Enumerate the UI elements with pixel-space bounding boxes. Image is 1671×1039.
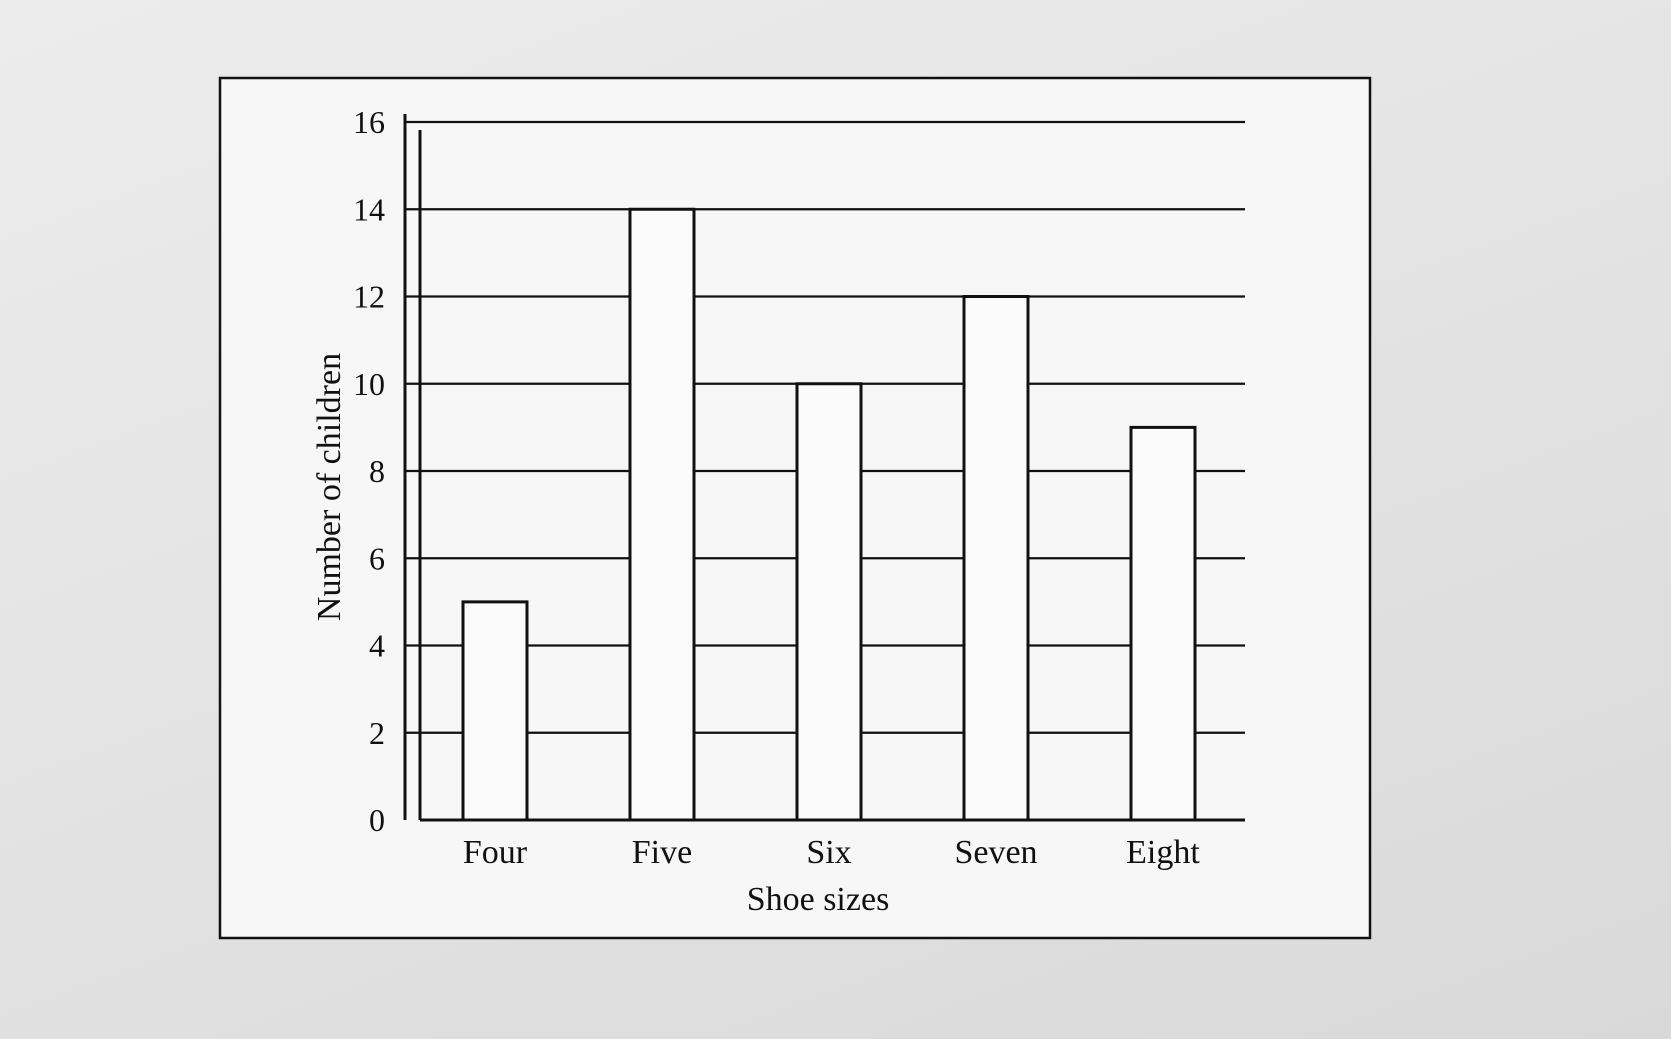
bar-six (795, 382, 863, 822)
chart-frame (218, 76, 1372, 940)
y-tick-labels: 0 2 4 6 8 10 12 14 16 (353, 104, 385, 838)
x-tick-label: Five (632, 834, 692, 871)
y-tick-label: 8 (369, 453, 385, 489)
bar-four (461, 600, 529, 822)
y-tick-label: 6 (369, 540, 385, 576)
y-tick-label: 0 (369, 802, 385, 838)
y-tick-label: 4 (369, 628, 385, 664)
y-tick-label: 12 (353, 279, 385, 315)
y-tick-label: 16 (353, 104, 385, 140)
x-axis-label: Shoe sizes (747, 881, 890, 918)
bar-seven (962, 295, 1030, 822)
y-tick-label: 14 (353, 191, 385, 227)
y-axis-label: Number of children (311, 353, 348, 621)
bar-five (628, 207, 696, 822)
x-tick-label: Six (806, 834, 851, 871)
bars (461, 207, 1197, 822)
x-tick-label: Seven (954, 834, 1037, 871)
axes (403, 114, 1245, 822)
x-tick-label: Eight (1126, 834, 1200, 871)
bar-eight (1129, 425, 1197, 822)
y-tick-label: 2 (369, 715, 385, 751)
y-tick-label: 10 (353, 366, 385, 402)
x-category-labels: Four Five Six Seven Eight (463, 834, 1200, 871)
x-tick-label: Four (463, 834, 528, 871)
